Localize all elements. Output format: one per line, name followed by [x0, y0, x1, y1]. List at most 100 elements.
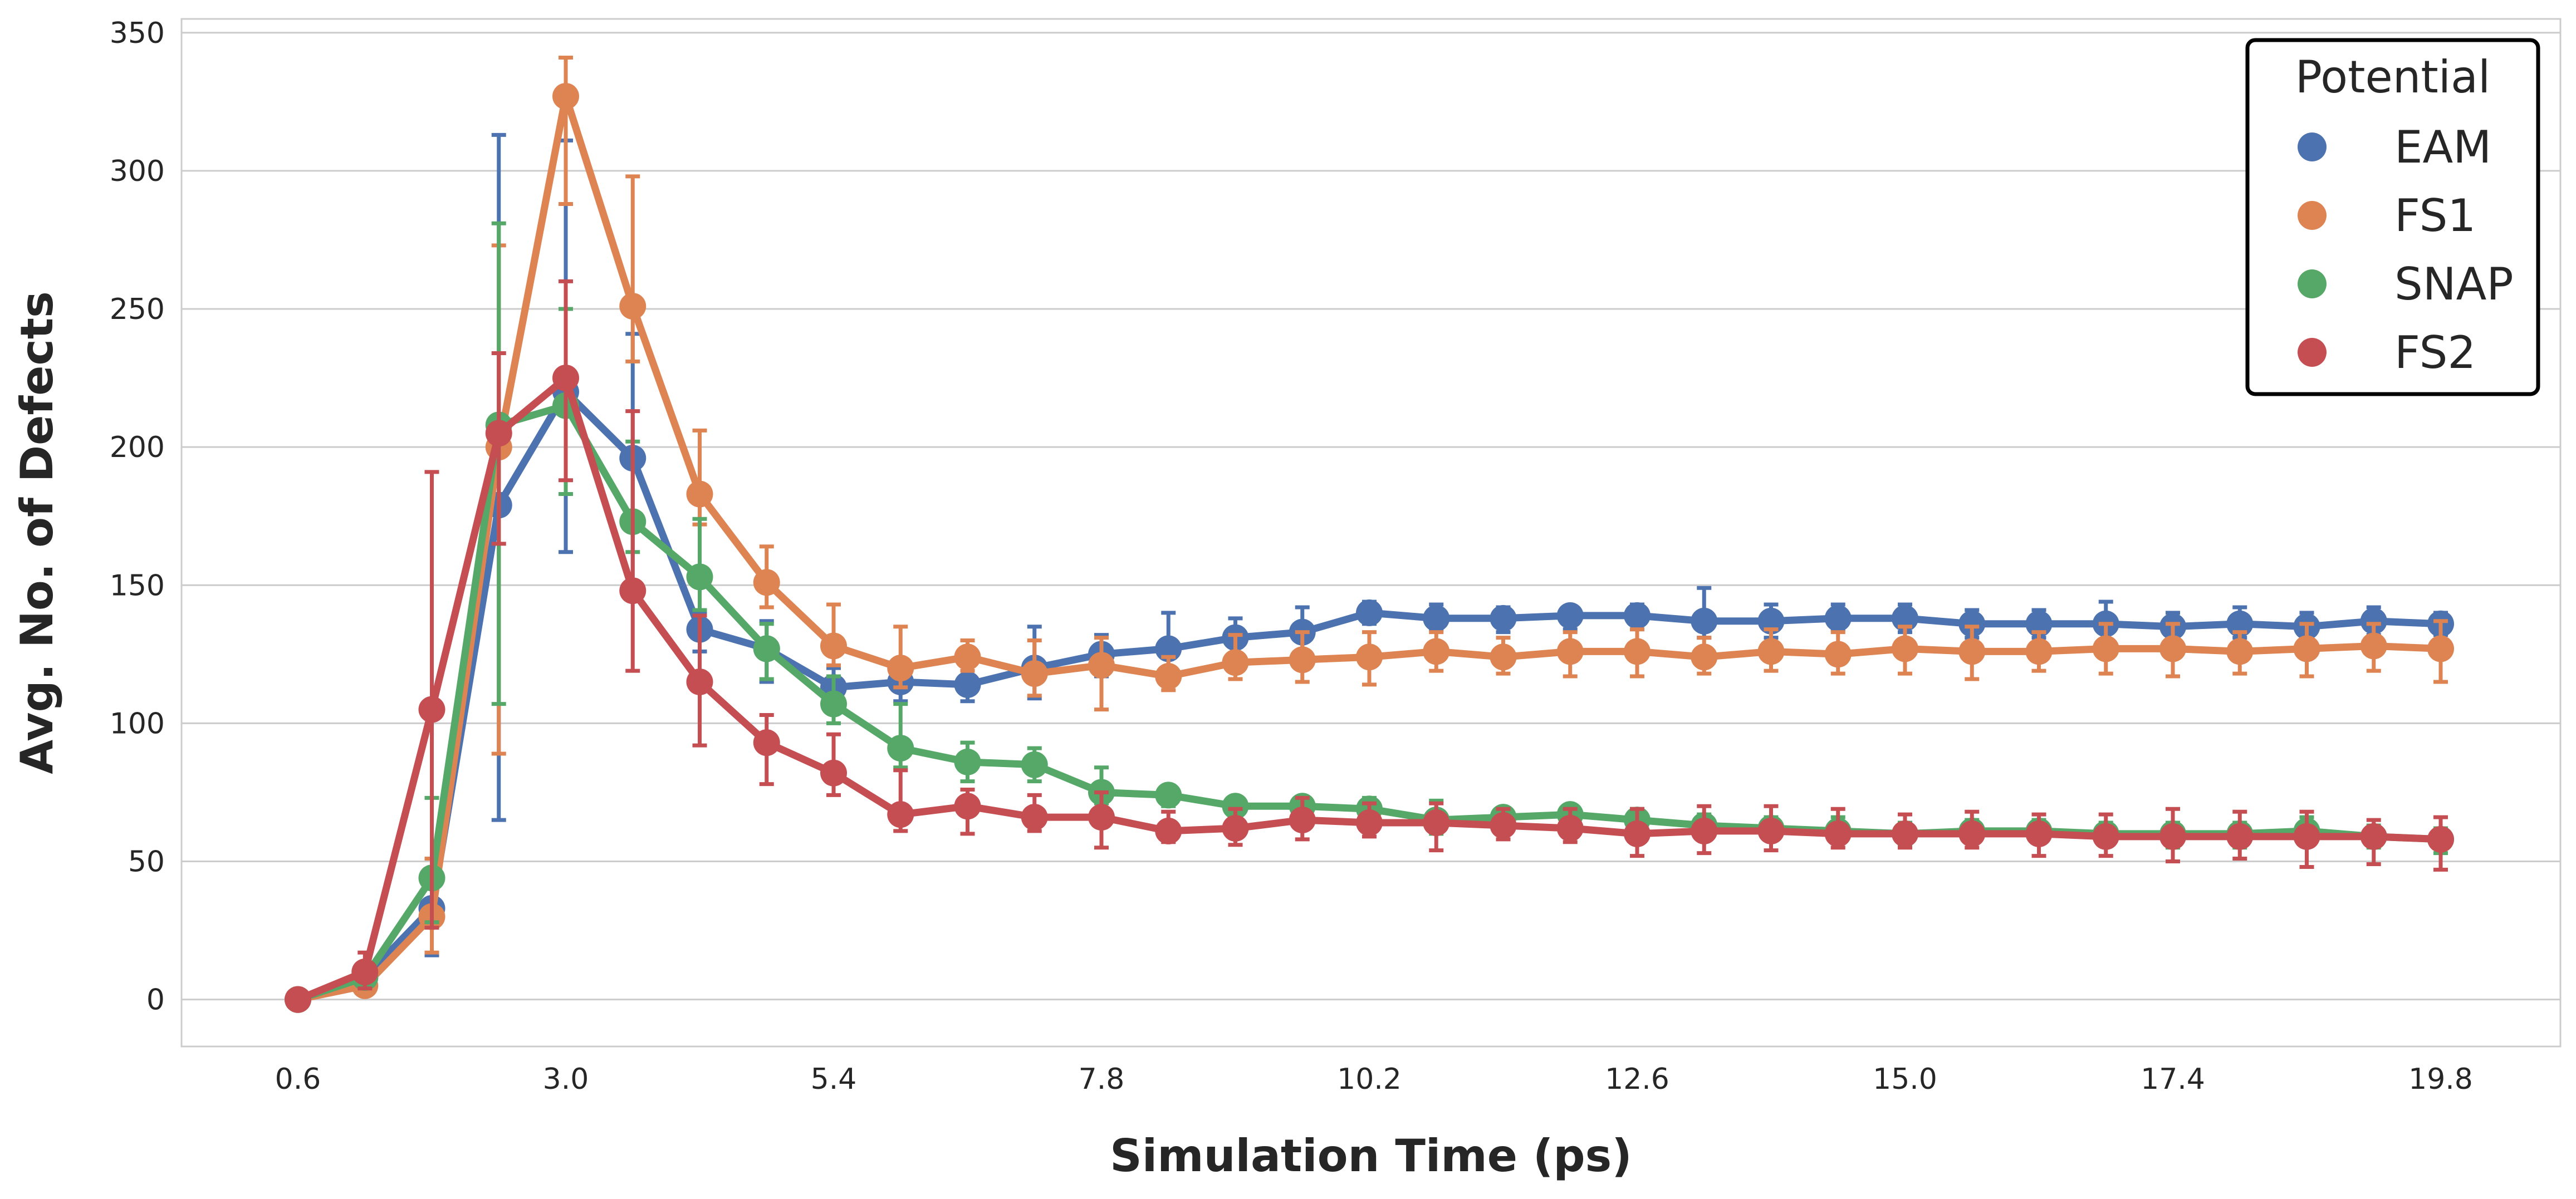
data-point — [1423, 638, 1450, 665]
data-point — [2025, 638, 2053, 665]
x-tick-label: 5.4 — [811, 1063, 857, 1096]
x-tick-label: 7.8 — [1079, 1063, 1125, 1096]
legend-marker — [2298, 132, 2327, 161]
legend-marker — [2298, 338, 2327, 367]
data-point — [619, 577, 647, 605]
data-point — [1757, 817, 1785, 844]
data-point — [1222, 814, 1249, 842]
data-point — [887, 735, 914, 762]
x-tick-label: 3.0 — [543, 1063, 589, 1096]
data-point — [1691, 643, 1718, 671]
data-point — [2226, 823, 2254, 850]
data-point — [1556, 602, 1584, 629]
data-point — [1824, 641, 1852, 668]
legend-label: FS1 — [2394, 190, 2476, 242]
legend-title: Potential — [2295, 51, 2490, 103]
data-point — [1892, 635, 1918, 662]
data-point — [887, 655, 914, 682]
data-point — [1423, 605, 1450, 632]
data-point — [1356, 643, 1383, 671]
legend-items: EAM FS1 SNAP FS2 — [2298, 121, 2514, 379]
data-point — [753, 729, 780, 756]
legend-label: EAM — [2394, 121, 2491, 173]
data-point — [1556, 814, 1584, 842]
data-point — [1356, 809, 1383, 837]
data-point — [285, 986, 311, 1013]
data-point — [1691, 817, 1718, 844]
data-point — [820, 759, 847, 787]
legend-label: FS2 — [2394, 327, 2476, 379]
data-point — [351, 959, 379, 986]
data-point — [1958, 610, 1986, 637]
data-point — [1757, 638, 1785, 665]
grid — [182, 32, 2560, 1001]
data-point — [1222, 649, 1249, 676]
data-point — [820, 632, 847, 660]
data-point — [686, 563, 713, 591]
data-point — [686, 668, 713, 695]
data-point — [820, 690, 847, 718]
data-point — [1088, 804, 1115, 831]
data-point — [1892, 820, 1918, 847]
y-tick-label: 50 — [128, 846, 165, 879]
data-point — [2159, 823, 2186, 850]
data-point — [954, 643, 981, 671]
data-point — [1289, 646, 1316, 674]
data-point — [1155, 817, 1182, 844]
data-point — [1824, 820, 1852, 847]
data-point — [686, 480, 713, 508]
data-point — [2360, 607, 2387, 635]
x-axis-title: Simulation Time (ps) — [1110, 1130, 1632, 1182]
data-point — [1088, 652, 1115, 679]
data-point — [619, 293, 647, 320]
data-point — [1155, 663, 1182, 690]
x-tick-label: 19.8 — [2408, 1063, 2473, 1096]
y-axis-title: Avg. No. of Defects — [11, 291, 63, 774]
series-fs2 — [285, 279, 2454, 1013]
data-point — [954, 748, 981, 775]
legend-marker — [2298, 201, 2327, 230]
data-point — [1624, 602, 1651, 629]
x-tick-label: 10.2 — [1337, 1063, 1402, 1096]
data-point — [2092, 635, 2119, 662]
legend-marker — [2298, 269, 2327, 298]
data-point — [1824, 605, 1852, 632]
x-tick-label: 15.0 — [1873, 1063, 1937, 1096]
data-point — [1958, 820, 1986, 847]
data-point — [1490, 643, 1517, 671]
plot-frame — [180, 18, 2562, 1048]
data-point — [753, 635, 780, 662]
y-tick-label: 350 — [110, 17, 165, 50]
y-tick-label: 200 — [110, 431, 165, 464]
data-point — [1356, 599, 1383, 626]
data-point — [954, 671, 981, 698]
data-point — [1021, 804, 1048, 831]
legend-label: SNAP — [2394, 258, 2514, 310]
data-point — [1021, 751, 1048, 778]
data-point — [1021, 660, 1048, 687]
x-tick-label: 0.6 — [275, 1063, 321, 1096]
data-point — [418, 696, 445, 723]
y-tick-label: 250 — [110, 293, 165, 326]
data-point — [1222, 793, 1249, 820]
x-tick-label: 17.4 — [2141, 1063, 2205, 1096]
data-point — [1624, 638, 1651, 665]
data-point — [1624, 820, 1651, 847]
data-point — [1289, 807, 1316, 834]
data-point — [2427, 825, 2454, 853]
data-point — [1490, 812, 1517, 839]
legend: Potential EAM FS1 SNAP FS2 — [2245, 38, 2540, 396]
data-point — [1155, 782, 1182, 809]
data-point — [2159, 635, 2186, 662]
data-point — [1423, 809, 1450, 837]
data-point — [552, 365, 579, 392]
data-point — [753, 569, 780, 596]
data-point — [1556, 638, 1584, 665]
data-point — [1958, 638, 1986, 665]
y-tick-label: 150 — [110, 569, 165, 602]
legend-box — [2245, 38, 2540, 396]
data-point — [552, 82, 579, 110]
data-point — [2092, 823, 2119, 850]
data-point — [2226, 638, 2254, 665]
data-point — [2293, 823, 2320, 850]
